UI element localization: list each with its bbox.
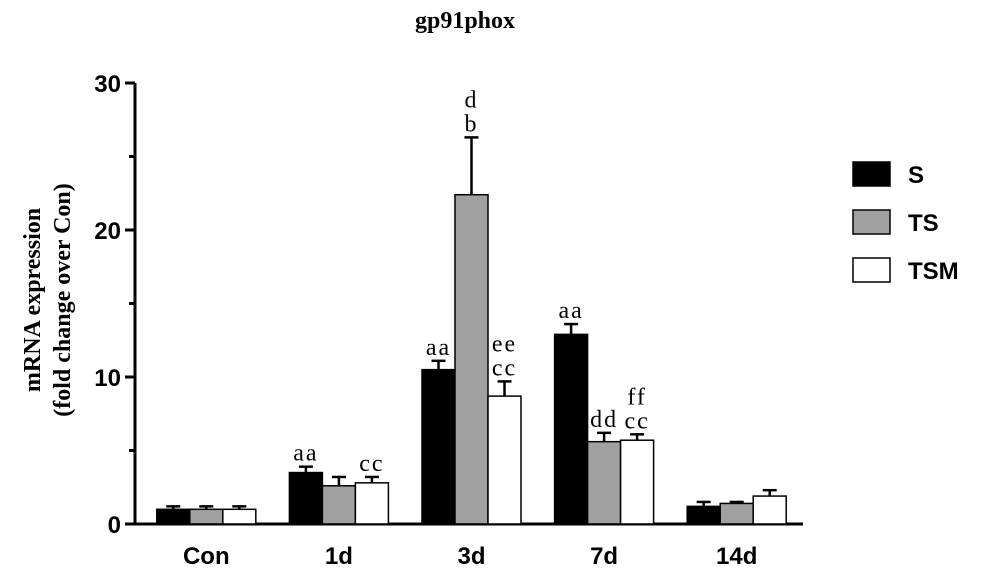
bar xyxy=(752,495,787,525)
bar-annotation: ee xyxy=(492,331,517,357)
bar xyxy=(586,440,622,525)
legend-swatch xyxy=(852,209,891,235)
legend-label: TS xyxy=(908,210,939,237)
bar-annotation: b xyxy=(465,111,479,137)
y-tick-label: 30 xyxy=(94,71,121,98)
legend-swatch xyxy=(852,257,891,283)
x-tick-label: 3d xyxy=(457,543,485,570)
bar-annotation: cc xyxy=(359,451,384,477)
x-tick-label: Con xyxy=(183,543,230,570)
bar-annotation: aa xyxy=(558,298,583,324)
x-tick-label: 14d xyxy=(716,543,757,570)
y-tick-label: 20 xyxy=(94,218,121,245)
bar-annotation: d xyxy=(465,87,479,113)
legend-swatch xyxy=(852,161,891,187)
y-axis-title-line: mRNA expression xyxy=(20,208,46,392)
bar-annotation: cc xyxy=(492,355,517,381)
bar-annotation: dd xyxy=(590,407,618,433)
x-tick-label: 7d xyxy=(590,543,618,570)
bar xyxy=(222,508,257,525)
bar-annotation: cc xyxy=(624,408,649,434)
y-tick-label: 10 xyxy=(94,365,121,392)
bar xyxy=(354,482,390,525)
bar xyxy=(156,508,191,525)
bar xyxy=(454,193,489,525)
x-tick-label: 1d xyxy=(325,543,353,570)
y-axis-title: mRNA expression (fold change over Con) xyxy=(20,183,76,417)
bar xyxy=(487,395,522,525)
y-tick-label: 0 xyxy=(108,512,121,539)
bar-annotation: aa xyxy=(426,335,451,361)
legend-label: S xyxy=(908,162,924,189)
bar xyxy=(553,333,589,525)
chart-title: gp91phox xyxy=(415,8,515,34)
bar xyxy=(421,368,456,525)
bar xyxy=(719,502,754,525)
y-axis-title-line: (fold change over Con) xyxy=(50,183,76,417)
bar xyxy=(189,508,224,525)
bar xyxy=(288,471,324,525)
bar-annotation: ff xyxy=(627,384,647,410)
bar xyxy=(321,485,357,525)
bar-annotation: aa xyxy=(293,441,318,467)
legend-label: TSM xyxy=(908,258,959,285)
bar xyxy=(619,439,655,525)
bar xyxy=(686,505,721,525)
